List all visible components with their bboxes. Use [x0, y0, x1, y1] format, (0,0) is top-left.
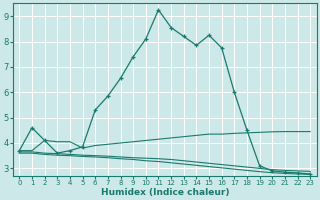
X-axis label: Humidex (Indice chaleur): Humidex (Indice chaleur) [100, 188, 229, 197]
